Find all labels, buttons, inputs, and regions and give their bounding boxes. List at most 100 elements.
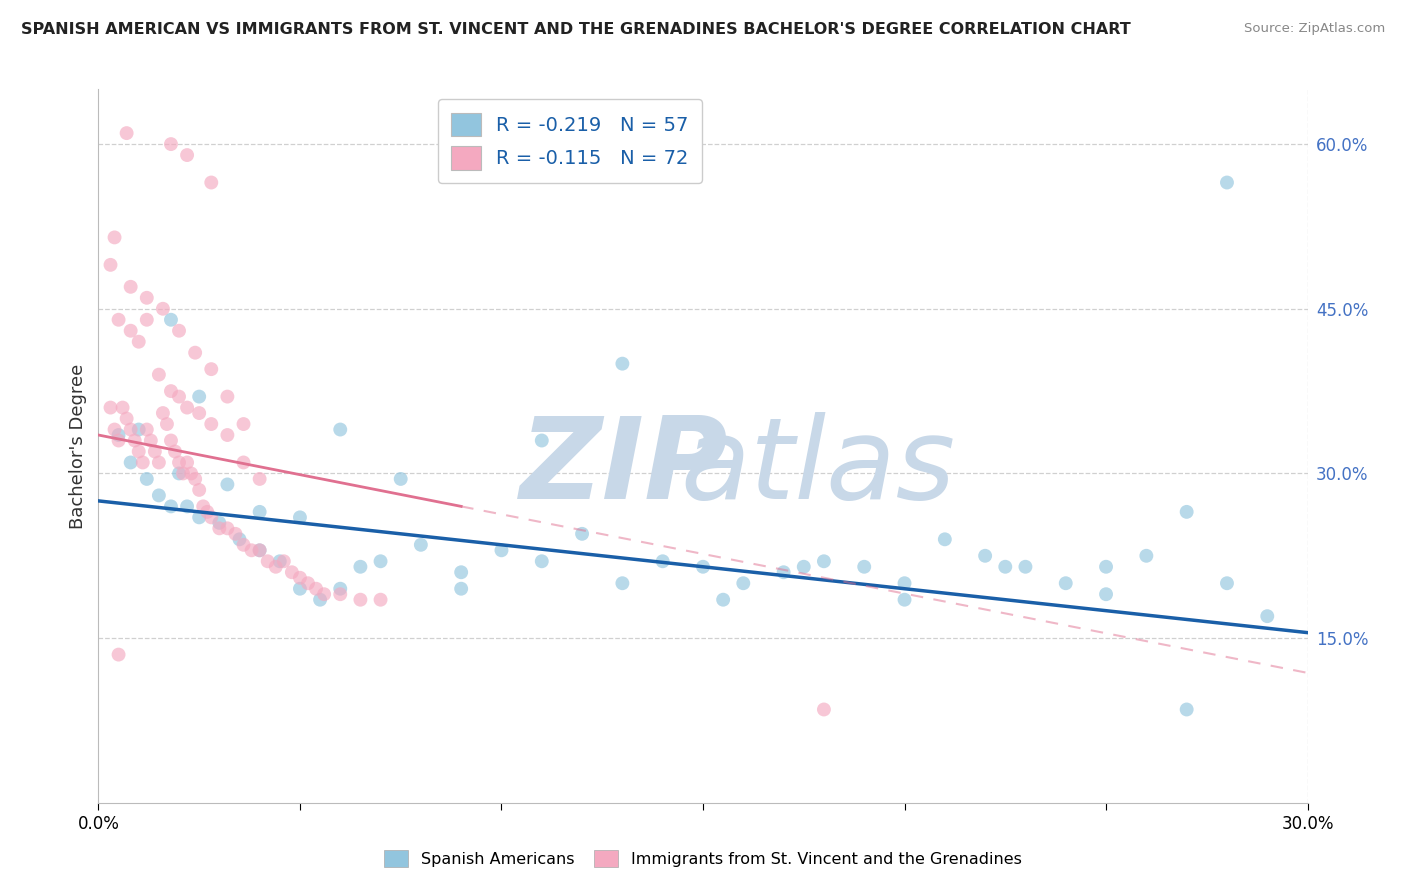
Point: [148, 455, 170, 469]
Point: [1256, 609, 1278, 624]
Point: [188, 510, 211, 524]
Point: [148, 368, 170, 382]
Legend: Spanish Americans, Immigrants from St. Vincent and the Grenadines: Spanish Americans, Immigrants from St. V…: [378, 844, 1028, 873]
Point: [103, 423, 125, 437]
Point: [115, 126, 138, 140]
Point: [176, 455, 198, 469]
Point: [120, 280, 142, 294]
Point: [217, 521, 239, 535]
Point: [160, 384, 183, 398]
Point: [152, 406, 174, 420]
Point: [329, 582, 352, 596]
Point: [793, 559, 815, 574]
Y-axis label: Bachelor's Degree: Bachelor's Degree: [69, 363, 87, 529]
Point: [1175, 505, 1198, 519]
Point: [409, 538, 432, 552]
Point: [232, 455, 254, 469]
Point: [934, 533, 956, 547]
Point: [309, 592, 332, 607]
Point: [329, 587, 352, 601]
Point: [176, 148, 198, 162]
Point: [124, 434, 146, 448]
Point: [107, 648, 129, 662]
Point: [273, 554, 295, 568]
Point: [103, 230, 125, 244]
Point: [172, 467, 194, 481]
Point: [188, 390, 211, 404]
Point: [264, 559, 287, 574]
Point: [128, 423, 150, 437]
Point: [314, 587, 336, 601]
Point: [1054, 576, 1077, 591]
Point: [893, 576, 915, 591]
Point: [180, 467, 202, 481]
Point: [176, 401, 198, 415]
Point: [1216, 176, 1239, 190]
Point: [249, 472, 271, 486]
Point: [813, 702, 835, 716]
Point: [612, 576, 634, 591]
Point: [249, 543, 271, 558]
Point: [1014, 559, 1036, 574]
Point: [200, 176, 222, 190]
Point: [288, 582, 311, 596]
Point: [188, 483, 211, 497]
Text: Source: ZipAtlas.com: Source: ZipAtlas.com: [1244, 22, 1385, 36]
Point: [288, 571, 311, 585]
Point: [184, 472, 207, 486]
Point: [994, 559, 1017, 574]
Point: [1095, 587, 1118, 601]
Point: [135, 423, 157, 437]
Point: [711, 592, 734, 607]
Point: [217, 477, 239, 491]
Point: [193, 500, 215, 514]
Point: [143, 444, 166, 458]
Point: [135, 291, 157, 305]
Point: [297, 576, 319, 591]
Point: [1175, 702, 1198, 716]
Point: [200, 510, 222, 524]
Point: [450, 582, 472, 596]
Point: [208, 516, 231, 530]
Point: [240, 543, 263, 558]
Point: [160, 312, 183, 326]
Text: atlas: atlas: [681, 412, 956, 523]
Point: [491, 543, 513, 558]
Point: [733, 576, 755, 591]
Point: [813, 554, 835, 568]
Text: SPANISH AMERICAN VS IMMIGRANTS FROM ST. VINCENT AND THE GRENADINES BACHELOR'S DE: SPANISH AMERICAN VS IMMIGRANTS FROM ST. …: [21, 22, 1130, 37]
Point: [692, 559, 714, 574]
Point: [111, 401, 134, 415]
Point: [208, 521, 231, 535]
Point: [1216, 576, 1239, 591]
Point: [269, 554, 291, 568]
Point: [232, 538, 254, 552]
Point: [132, 455, 155, 469]
Point: [530, 554, 553, 568]
Point: [120, 455, 142, 469]
Text: ZIP: ZIP: [520, 412, 728, 523]
Point: [135, 472, 157, 486]
Point: [160, 434, 183, 448]
Point: [188, 406, 211, 420]
Point: [195, 505, 218, 519]
Point: [651, 554, 673, 568]
Point: [100, 401, 122, 415]
Point: [160, 500, 183, 514]
Point: [107, 434, 129, 448]
Point: [100, 258, 122, 272]
Point: [156, 417, 179, 431]
Point: [228, 533, 250, 547]
Point: [167, 324, 190, 338]
Point: [217, 390, 239, 404]
Point: [184, 345, 207, 359]
Point: [1095, 559, 1118, 574]
Point: [115, 411, 138, 425]
Point: [200, 417, 222, 431]
Point: [389, 472, 412, 486]
Point: [128, 334, 150, 349]
Point: [281, 566, 304, 580]
Point: [160, 137, 183, 152]
Point: [571, 526, 593, 541]
Point: [329, 423, 352, 437]
